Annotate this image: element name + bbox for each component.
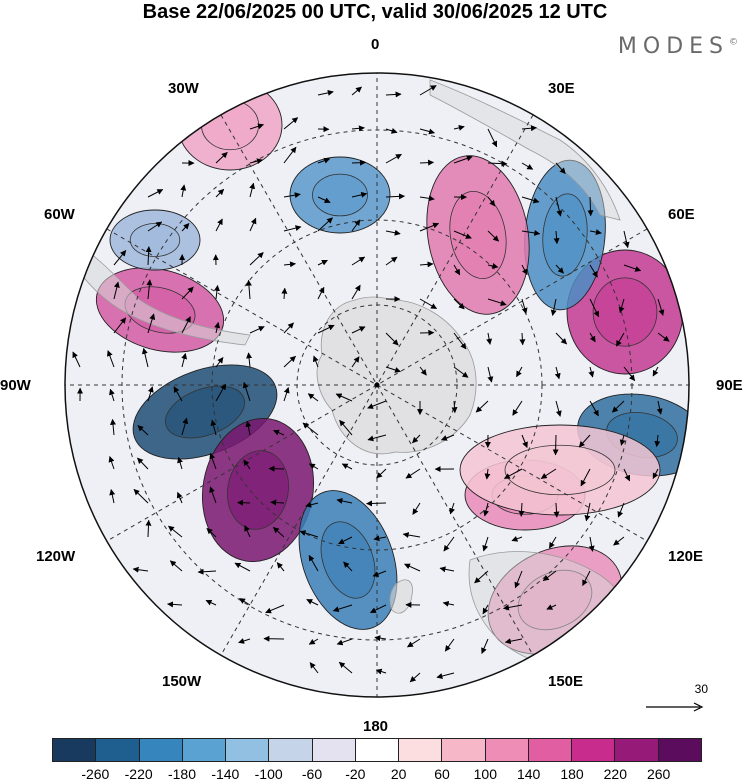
colorbar-swatch: [485, 739, 528, 761]
colorbar-swatch: [139, 739, 182, 761]
wind-arrow: [352, 163, 365, 164]
colorbar-labels: -260 -220 -180 -140 -100 -60 -20 20 60 100 140 180 2…: [0, 766, 750, 784]
colorbar-swatch: [441, 739, 484, 761]
colorbar-swatch: [95, 739, 138, 761]
colorbar-label: 100: [474, 766, 497, 782]
colorbar-label: -260: [81, 766, 109, 782]
colorbar-swatch: [182, 739, 225, 761]
lon-label-60e: 60E: [668, 206, 695, 223]
polar-map: [0, 0, 750, 740]
lon-label-150e: 150E: [548, 673, 583, 690]
south-pole-marker: [375, 383, 380, 388]
anomaly-core: [201, 100, 258, 150]
colorbar-label: -140: [211, 766, 239, 782]
lon-label-0: 0: [371, 36, 379, 53]
lon-label-180: 180: [363, 718, 388, 735]
lon-label-30w: 30W: [168, 80, 199, 97]
wind-scale-arrow: [644, 701, 704, 713]
lon-label-120w: 120W: [36, 548, 75, 565]
colorbar-label: -220: [125, 766, 153, 782]
lon-label-150w: 150W: [162, 673, 201, 690]
colorbar-swatch: [571, 739, 614, 761]
lon-label-60w: 60W: [44, 206, 75, 223]
colorbar-label: -20: [345, 766, 365, 782]
wind-arrow: [556, 435, 557, 455]
colorbar-swatch: [355, 739, 398, 761]
anomaly-core: [505, 445, 615, 495]
lon-label-120e: 120E: [668, 548, 703, 565]
colorbar: [52, 738, 702, 762]
colorbar-swatch: [528, 739, 571, 761]
anomaly-core: [593, 278, 657, 346]
colorbar-swatch: [398, 739, 441, 761]
colorbar-swatch: [614, 739, 657, 761]
colorbar-swatch: [225, 739, 268, 761]
wind-arrow: [420, 162, 434, 163]
colorbar-label: 220: [604, 766, 627, 782]
wind-arrow: [269, 469, 284, 470]
lon-label-90e: 90E: [716, 377, 743, 394]
colorbar-label: 140: [517, 766, 540, 782]
colorbar-label: 260: [647, 766, 670, 782]
lon-label-30e: 30E: [548, 80, 575, 97]
colorbar-label: -60: [302, 766, 322, 782]
colorbar-swatch: [268, 739, 311, 761]
colorbar-swatch: [53, 739, 95, 761]
wind-arrow: [522, 333, 523, 345]
wind-scale-value: 30: [695, 682, 708, 696]
wind-arrow: [238, 503, 250, 504]
colorbar-swatch: [312, 739, 355, 761]
colorbar-label: 20: [391, 766, 407, 782]
colorbar-label: 180: [560, 766, 583, 782]
lon-label-90w: 90W: [0, 377, 31, 394]
wind-arrow: [148, 520, 149, 537]
wind-arrow: [590, 197, 591, 216]
wind-arrow: [367, 503, 386, 504]
anomaly-core: [130, 224, 180, 257]
colorbar-swatch: [658, 739, 701, 761]
colorbar-label: 60: [434, 766, 450, 782]
colorbar-label: -100: [255, 766, 283, 782]
colorbar-label: -180: [168, 766, 196, 782]
